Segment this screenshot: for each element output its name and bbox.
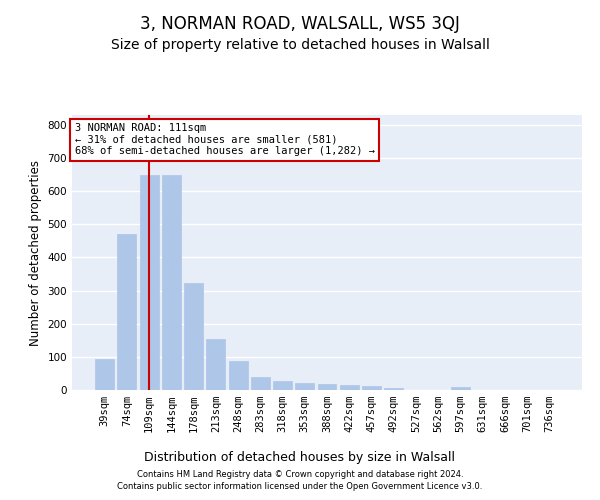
Bar bbox=[140, 176, 158, 390]
Y-axis label: Number of detached properties: Number of detached properties bbox=[29, 160, 42, 346]
Bar bbox=[317, 384, 337, 390]
Bar bbox=[162, 176, 181, 390]
Text: Distribution of detached houses by size in Walsall: Distribution of detached houses by size … bbox=[145, 451, 455, 464]
Text: 3, NORMAN ROAD, WALSALL, WS5 3QJ: 3, NORMAN ROAD, WALSALL, WS5 3QJ bbox=[140, 15, 460, 33]
Text: Size of property relative to detached houses in Walsall: Size of property relative to detached ho… bbox=[110, 38, 490, 52]
Bar bbox=[118, 234, 136, 390]
Bar bbox=[273, 381, 292, 390]
Text: Contains public sector information licensed under the Open Government Licence v3: Contains public sector information licen… bbox=[118, 482, 482, 491]
Bar bbox=[206, 338, 225, 390]
Bar bbox=[251, 376, 270, 390]
Bar bbox=[340, 385, 359, 390]
Text: Contains HM Land Registry data © Crown copyright and database right 2024.: Contains HM Land Registry data © Crown c… bbox=[137, 470, 463, 479]
Bar bbox=[451, 386, 470, 390]
Bar bbox=[95, 358, 114, 390]
Bar bbox=[184, 283, 203, 390]
Bar bbox=[384, 388, 403, 390]
Bar bbox=[362, 386, 381, 390]
Bar bbox=[295, 382, 314, 390]
Text: 3 NORMAN ROAD: 111sqm
← 31% of detached houses are smaller (581)
68% of semi-det: 3 NORMAN ROAD: 111sqm ← 31% of detached … bbox=[74, 123, 374, 156]
Bar bbox=[229, 361, 248, 390]
